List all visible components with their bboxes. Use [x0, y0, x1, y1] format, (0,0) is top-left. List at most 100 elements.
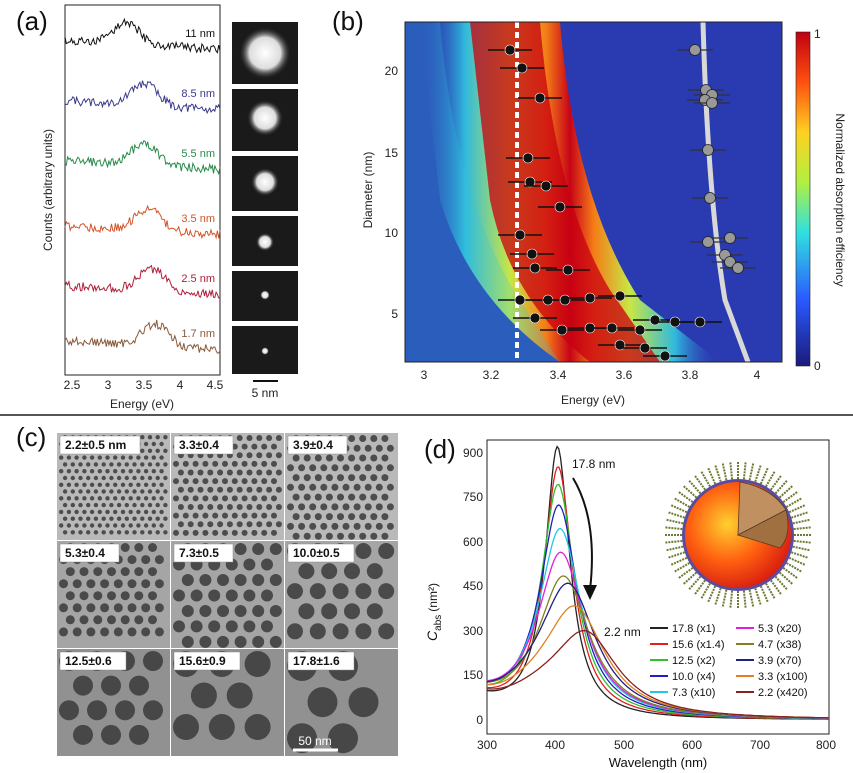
- panel-b-xtick-4: 3.8: [682, 368, 699, 382]
- panel-b-data-points: [488, 44, 756, 362]
- spectrum-label-4: 2.5 nm: [181, 273, 215, 285]
- colorbar-tick-max: 1: [814, 27, 821, 41]
- panel-d-ylabel: C: [424, 630, 440, 641]
- spectrum-5: [64, 319, 221, 354]
- panel-b-ytick-20: 20: [385, 64, 399, 78]
- b-point-black-7: [514, 229, 526, 241]
- panel-d-xtick-700: 700: [750, 738, 770, 752]
- panel-b-ylabel: Diameter (nm): [361, 152, 375, 229]
- panel-d-ytick-600: 600: [463, 535, 483, 549]
- legend-label-1: 15.6 (x1.4): [672, 639, 725, 651]
- b-point-grey-9: [732, 262, 744, 274]
- spectrum-label-5: 1.7 nm: [181, 328, 215, 340]
- b-point-black-16: [529, 312, 541, 324]
- legend-label-5: 5.3 (x20): [758, 623, 801, 635]
- tem-label-box-5: [287, 543, 355, 563]
- legend-label-3: 10.0 (x4): [672, 671, 715, 683]
- panel-c-tem-grid: 2.2±0.5 nm 3.3±0.4 3.9±0.4 5.3±0.4 7.3±0.5 10…: [57, 433, 398, 756]
- tem-label-box-2: [287, 435, 348, 455]
- legend-label-9: 2.2 (x420): [758, 687, 808, 699]
- svg-text:Cabs(nm²): Cabs (nm²): [424, 583, 444, 641]
- b-point-black-8: [526, 248, 538, 260]
- tem-scale-bar-label: 5 nm: [252, 386, 279, 400]
- tem-label-8: 17.8±1.6: [293, 654, 340, 668]
- panel-d-ytick-300: 300: [463, 624, 483, 638]
- b-point-black-11: [514, 294, 526, 306]
- b-point-grey-3: [702, 144, 714, 156]
- panel-b-xtick-3: 3.6: [616, 368, 633, 382]
- b-point-black-19: [606, 322, 618, 334]
- b-point-black-5: [540, 180, 552, 192]
- heatmap-band-edge: [405, 22, 560, 362]
- tem-dot-1-particle: [239, 27, 291, 79]
- b-point-black-26: [659, 350, 671, 362]
- spectrum-2: [64, 140, 221, 176]
- b-point-grey-0: [689, 44, 701, 56]
- colorbar-gradient: [795, 31, 811, 367]
- b-point-black-4: [524, 176, 536, 188]
- panel-d-ytick-0: 0: [476, 713, 483, 727]
- b-point-black-13: [559, 294, 571, 306]
- spectrum-label-3: 3.5 nm: [181, 213, 215, 225]
- b-point-grey-6: [724, 232, 736, 244]
- tem-label-3: 5.3±0.4: [65, 546, 105, 560]
- tem-label-2: 3.9±0.4: [293, 438, 333, 452]
- b-point-grey-11: [706, 97, 718, 109]
- tem-label-box-8: [287, 651, 355, 671]
- panel-a-plot: 11 nm 8.5 nm 5.5 nm 3.5 nm 2.5 nm 1.7 nm Coun…: [41, 4, 224, 411]
- spectrum-label-0: 11 nm: [185, 28, 215, 40]
- legend-label-6: 4.7 (x38): [758, 639, 801, 651]
- legend-label-0: 17.8 (x1): [672, 623, 715, 635]
- panel-d-ytick-750: 750: [463, 490, 483, 504]
- tem-label-7: 15.6±0.9: [179, 654, 226, 668]
- b-point-grey-4: [704, 192, 716, 204]
- particle-cutaway-side: [736, 509, 789, 549]
- ligand-shell: [664, 461, 812, 609]
- tem-dot-6-particle: [261, 347, 269, 355]
- panel-d-xtick-800: 800: [816, 738, 836, 752]
- tem-label-box-0: [59, 435, 141, 455]
- tem-label-box-4: [173, 543, 234, 563]
- tem-label-box-7: [173, 651, 241, 671]
- heatmap: [405, 22, 756, 362]
- tem-dot-4-particle: [256, 233, 274, 251]
- tem-dot-5-particle: [260, 290, 270, 300]
- b-point-black-17: [556, 324, 568, 336]
- panel-label-c: (c): [16, 422, 46, 452]
- panel-d-legend: 17.8 (x1) 15.6 (x1.4) 12.5 (x2) 10.0 (x4) 7.…: [650, 623, 808, 699]
- b-point-black-10: [562, 264, 574, 276]
- b-point-grey-5: [702, 236, 714, 248]
- b-point-black-14: [584, 292, 596, 304]
- b-point-black-23: [694, 316, 706, 328]
- panel-d-xtick-400: 400: [545, 738, 565, 752]
- panel-b-ytick-15: 15: [385, 146, 399, 160]
- panel-d-curves: [486, 445, 830, 720]
- b-point-black-25: [639, 342, 651, 354]
- panel-d-ytick-150: 150: [463, 668, 483, 682]
- tem-label-4: 7.3±0.5: [179, 546, 219, 560]
- b-point-black-9: [529, 262, 541, 274]
- b-point-black-24: [614, 339, 626, 351]
- panel-label-a: (a): [16, 6, 48, 36]
- legend-label-7: 3.9 (x70): [758, 655, 801, 667]
- panel-d-ytick-450: 450: [463, 579, 483, 593]
- panel-d-ylabel-group: Cabs (nm²): [424, 583, 444, 641]
- panel-d-xtick-500: 500: [614, 738, 634, 752]
- panel-a-tem-column: 5 nm: [232, 22, 298, 400]
- panel-d-ylabel-unit: (nm²): [426, 583, 440, 612]
- panel-d-ytick-900: 900: [463, 446, 483, 460]
- tem-label-box-6: [59, 651, 127, 671]
- panel-b-frame: [404, 21, 783, 363]
- b-point-black-6: [554, 201, 566, 213]
- panel-a-xlabel: Energy (eV): [110, 397, 174, 411]
- tem-dot-2-particle: [247, 100, 283, 136]
- panel-a-xtick-4: 4.5: [207, 378, 224, 392]
- tem-tile-1-particles: [173, 435, 282, 536]
- spectra-group: 11 nm 8.5 nm 5.5 nm 3.5 nm 2.5 nm 1.7 nm: [64, 17, 221, 354]
- b-point-black-21: [649, 314, 661, 326]
- b-point-black-20: [634, 324, 646, 336]
- spectrum-label-1: 8.5 nm: [181, 88, 215, 100]
- panel-b-xtick-0: 3: [421, 368, 428, 382]
- annotation-bottom: 2.2 nm: [604, 625, 641, 639]
